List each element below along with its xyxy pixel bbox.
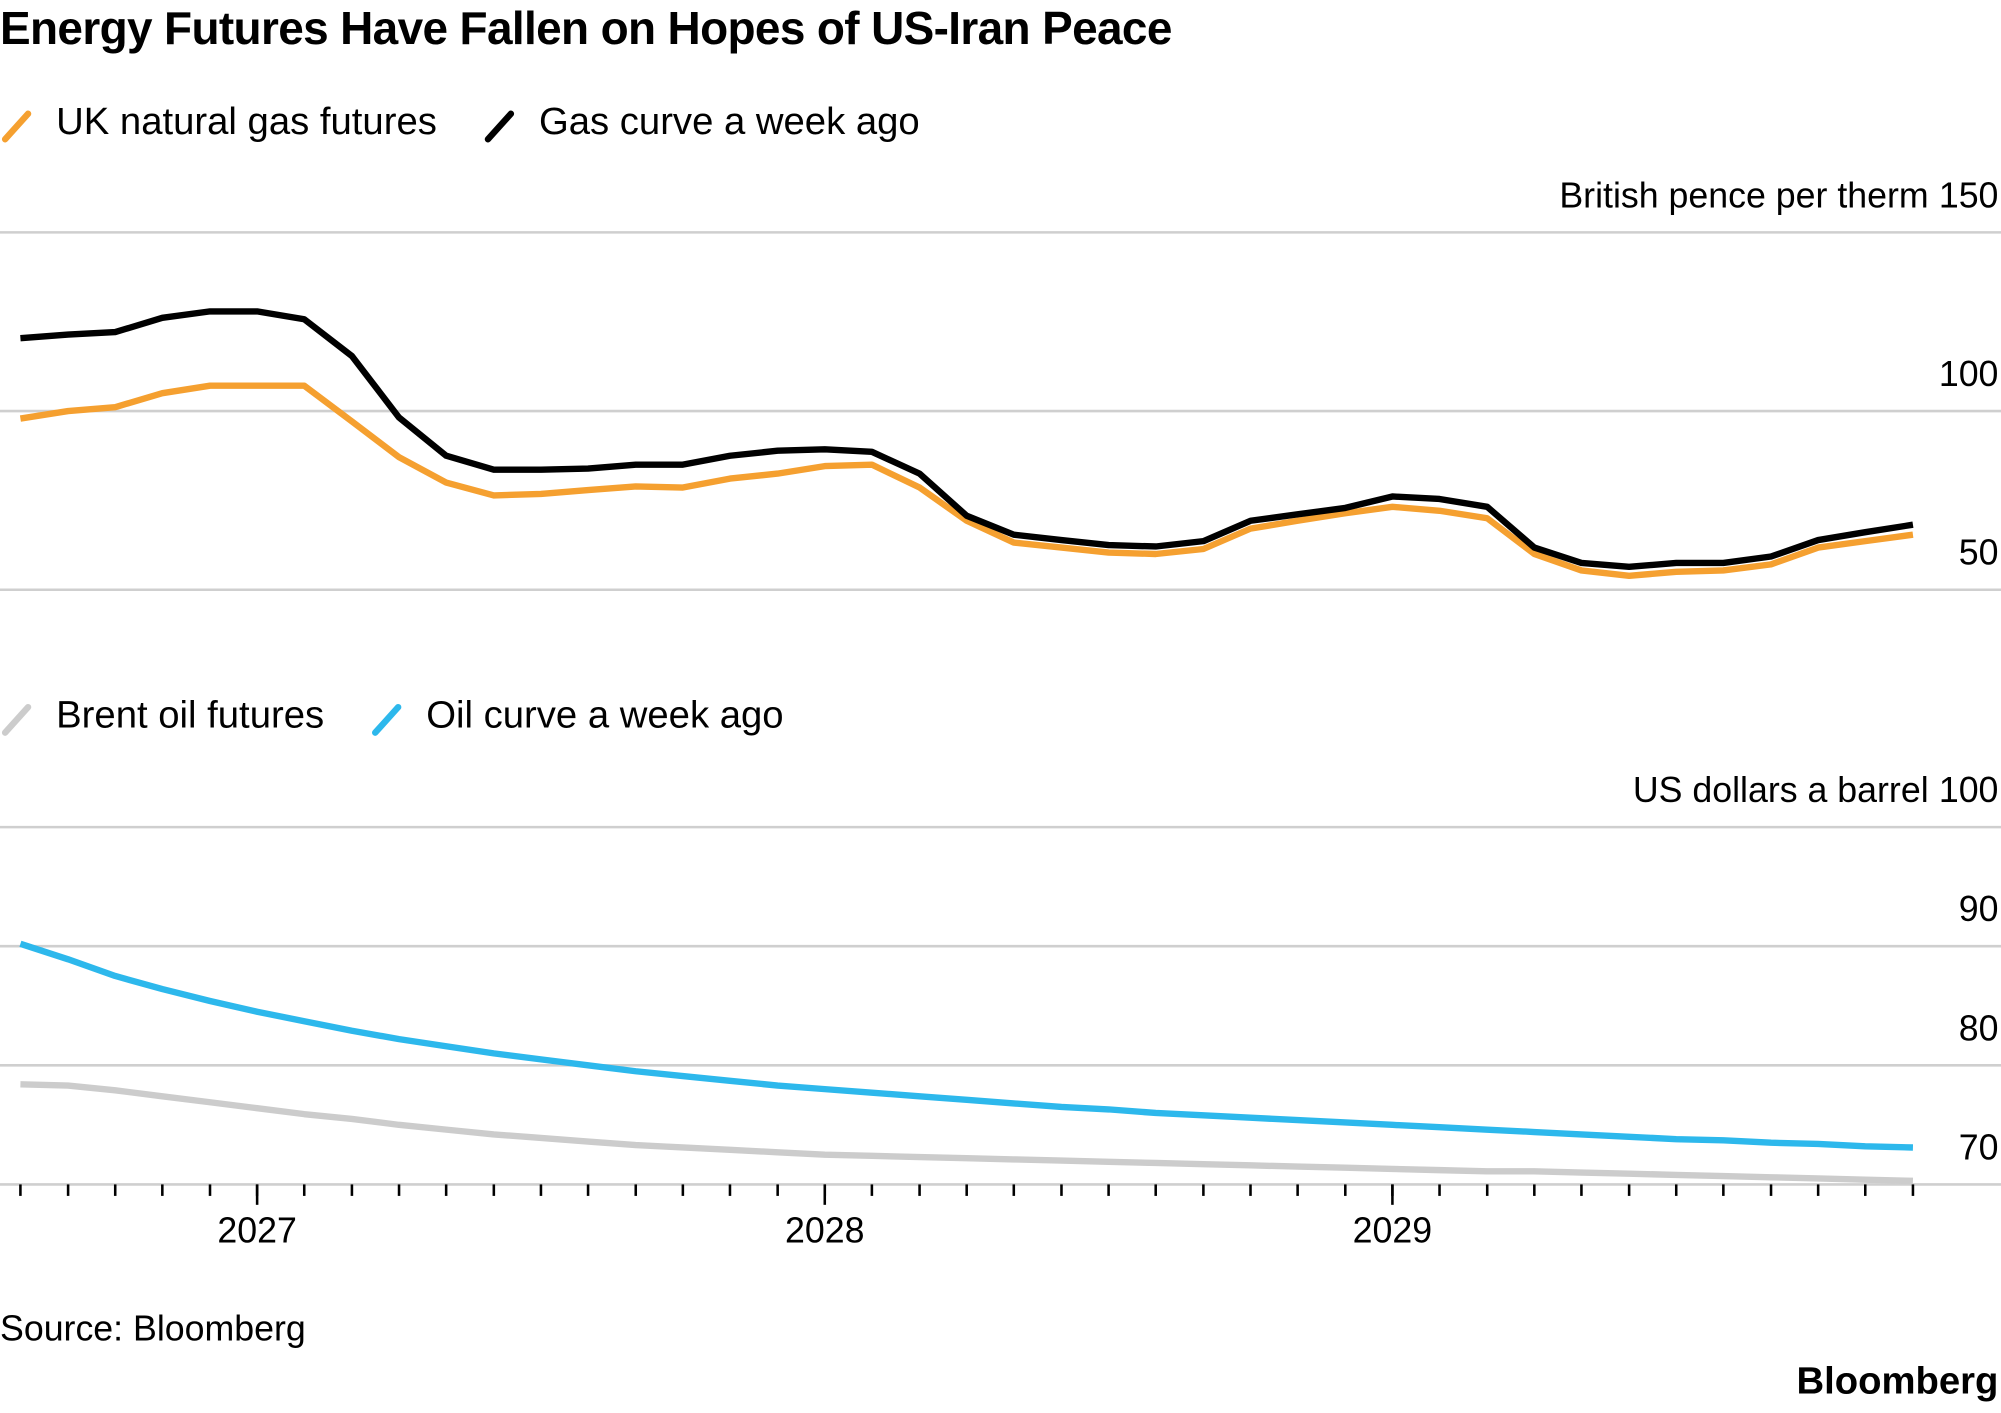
chart-title: Energy Futures Have Fallen on Hopes of U…	[0, 2, 1172, 54]
series-line	[19, 940, 1914, 1151]
legend-label: UK natural gas futures	[56, 100, 437, 143]
legend-swatch	[484, 110, 515, 143]
source: Source: Bloomberg	[0, 1309, 306, 1349]
brand: Bloomberg	[1796, 1360, 1998, 1403]
x-tick-label: 2029	[1353, 1210, 1432, 1250]
legend-label: Oil curve a week ago	[426, 693, 783, 736]
x-tick-label: 2027	[217, 1210, 296, 1250]
series-line	[20, 1081, 1914, 1185]
legend-label: Brent oil futures	[56, 693, 324, 736]
y-tick-label: 50	[1959, 533, 1999, 573]
y-tick-label: 90	[1959, 889, 1999, 929]
y-axis-label: US dollars a barrel	[1633, 770, 1929, 810]
y-tick-label: 80	[1959, 1008, 1999, 1048]
y-tick-label: 100	[1939, 354, 1999, 394]
legend-swatch	[372, 703, 402, 736]
y-axis-label: British pence per therm	[1559, 175, 1928, 215]
series-line	[20, 308, 1914, 571]
y-tick-label: 150	[1939, 175, 1999, 215]
y-tick-label: 70	[1959, 1127, 1999, 1167]
series-line	[19, 382, 1914, 579]
legend-label: Gas curve a week ago	[539, 100, 920, 143]
y-tick-label: 100	[1939, 770, 1999, 810]
legend-swatch	[1, 703, 32, 736]
x-tick-label: 2028	[785, 1210, 864, 1250]
legend-swatch	[1, 110, 32, 143]
